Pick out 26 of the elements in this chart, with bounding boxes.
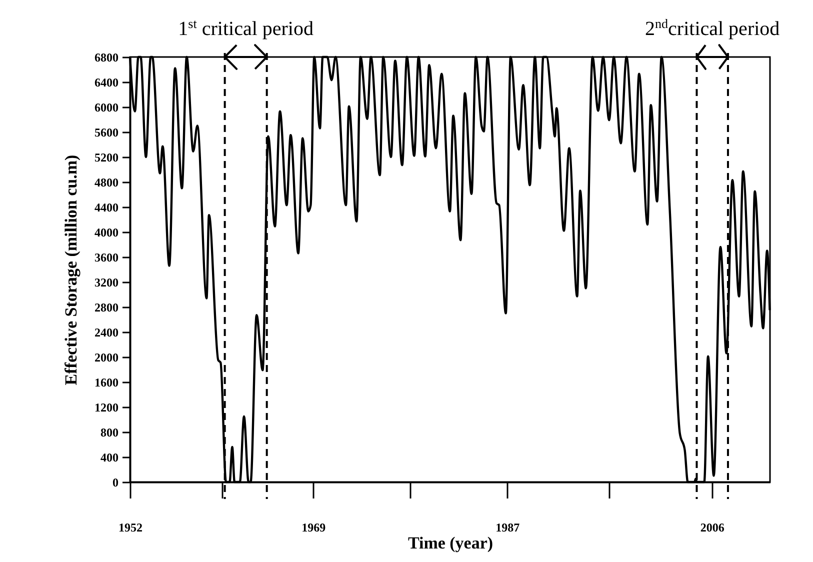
y-tick-label: 3200 — [94, 276, 118, 290]
y-tick-label: 4400 — [94, 200, 118, 214]
y-tick-label: 3600 — [94, 250, 118, 264]
x-tick-label: 1969 — [302, 520, 326, 534]
y-tick-label: 0 — [112, 476, 118, 490]
y-tick-label: 2800 — [94, 300, 118, 314]
x-tick-label: 2006 — [700, 520, 724, 534]
y-tick-label: 4800 — [94, 176, 118, 190]
y-tick-label: 6400 — [94, 76, 118, 90]
x-tick-label: 1952 — [118, 520, 142, 534]
y-tick-label: 6000 — [94, 100, 118, 114]
y-tick-label: 5600 — [94, 126, 118, 140]
y-tick-label: 2400 — [94, 326, 118, 340]
y-tick-label: 1600 — [94, 376, 118, 390]
x-axis-title: Time (year) — [408, 534, 494, 552]
y-axis-title: Effective Storage (million cu.m) — [62, 154, 80, 386]
annotation: 1$^{st}$ critical period — [178, 16, 314, 40]
y-tick-label: 5200 — [94, 150, 118, 164]
y-tick-label: 800 — [100, 426, 118, 440]
x-tick-label: 1987 — [496, 520, 520, 534]
y-tick-label: 4000 — [94, 226, 118, 240]
y-tick-label: 1200 — [94, 400, 118, 414]
y-tick-label: 2000 — [94, 350, 118, 364]
y-tick-label: 6800 — [94, 50, 118, 64]
y-tick-label: 400 — [100, 450, 118, 464]
annotation: 2$^{nd}$critical period — [645, 16, 780, 40]
